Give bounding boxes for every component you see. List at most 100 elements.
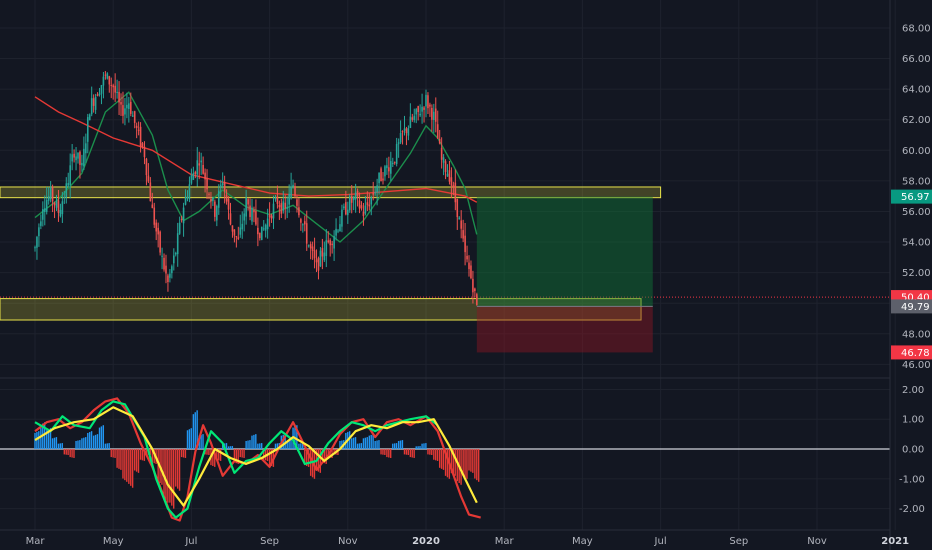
candle-body [178,222,181,234]
candle-body [114,85,116,93]
histogram-bar [341,440,343,450]
position-tool[interactable] [476,196,653,353]
histogram-bar [239,449,241,458]
candle-body [356,191,359,197]
candle-body [303,221,306,225]
candle-body [88,114,91,121]
histogram-bar [362,438,365,450]
histogram-bar [227,446,230,450]
candle-body [413,115,416,121]
histogram-bar [454,449,456,476]
histogram-bar [218,449,220,461]
candle-body [200,160,202,163]
oscillator-line [34,400,439,519]
candle-body [122,105,124,116]
histogram-bar [137,449,140,473]
candle-body [309,244,312,249]
candle-body [163,257,165,270]
histogram-bar [405,449,408,455]
candle-body [409,116,412,128]
histogram-bar [67,449,69,455]
candle-body [98,93,101,96]
histogram-bar [382,449,384,455]
histogram-bar [169,449,171,503]
histogram-bar [237,449,239,464]
candle-body [382,178,384,181]
histogram-bar [135,449,138,472]
histogram-bar [57,443,60,450]
candle-body [327,240,330,243]
time-tick-label: Nov [807,536,827,547]
histogram-bar [233,449,236,463]
histogram-bar [145,449,148,455]
price-tick-label: 54.00 [902,238,931,249]
price-tick-label: 56.00 [902,207,931,218]
histogram-bar [83,437,85,450]
candle-body [45,200,48,212]
histogram-bar [208,449,210,455]
histogram-bar [427,449,429,455]
candle-body [167,275,169,283]
candle-body [323,252,326,261]
histogram-bar [92,435,95,450]
histogram-bar [413,449,415,458]
candle-body [225,195,228,202]
histogram-bar [477,449,480,482]
candle-body [53,202,56,206]
histogram-bar [395,443,398,450]
histogram-bar [436,449,439,461]
candle-body [135,125,138,128]
grid [0,0,896,530]
time-tick-label: May [572,536,593,547]
candle-body [151,204,154,208]
candle-body [96,94,99,97]
histogram-bar [79,440,81,450]
histogram-bar [104,443,107,450]
candle-body [206,178,208,190]
candle-body [315,259,318,263]
time-tick-label: May [103,536,124,547]
histogram-bar [288,440,290,450]
histogram-bar [131,449,134,488]
histogram-bar [276,443,279,450]
histogram-bar [216,449,218,460]
candle-body [307,245,310,247]
histogram-bar [178,449,181,491]
candle-body [251,207,253,222]
candle-body [51,186,54,202]
price-badge-text: 46.78 [901,348,930,359]
histogram-bar [194,412,196,450]
candle-body [272,203,275,219]
candle-body [274,198,277,200]
histogram-bar [186,430,189,450]
histogram-bar [212,449,214,467]
candle-body [331,243,333,246]
histogram-bar [337,449,339,455]
histogram-bar [300,443,302,450]
candle-body [311,246,314,251]
candle-body [233,229,236,236]
candle-body [36,236,38,248]
candle-body [266,218,269,230]
candle-body [438,139,441,144]
histogram-bar [268,449,271,466]
histogram-bar [440,449,443,469]
candle-body [143,146,146,158]
candle-body [423,107,425,110]
histogram-bar [270,449,273,467]
candle-body [43,208,46,212]
histogram-bar [141,449,144,461]
candle-body [305,223,308,244]
histogram-bar [47,429,50,450]
histogram-bar [399,440,402,450]
histogram-bar [452,449,455,475]
histogram-bar [190,428,192,450]
candle-body [294,186,296,197]
histogram-bar [188,429,191,450]
histogram-bar [476,449,478,481]
candle-body [319,250,322,267]
candle-body [472,278,474,293]
histogram-bar [378,440,380,450]
histogram-bar [392,443,394,450]
histogram-bar [51,438,54,450]
